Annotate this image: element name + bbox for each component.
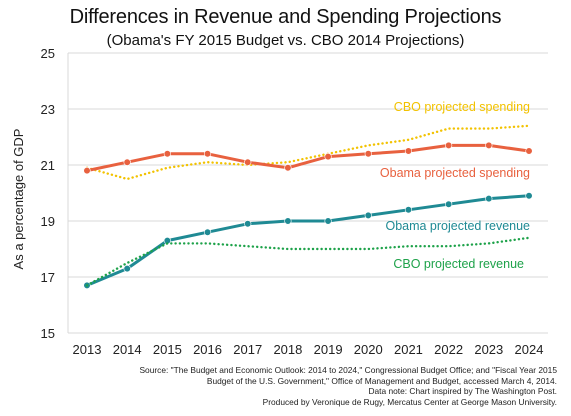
y-axis-label: As a percentage of GDP — [11, 129, 26, 270]
obama-projected-spending-point — [404, 147, 413, 155]
x-tick-label: 2023 — [474, 342, 503, 357]
source-line: Budget of the U.S. Government," Office o… — [206, 375, 557, 386]
x-tick-label: 2015 — [153, 342, 182, 357]
chart-title: Differences in Revenue and Spending Proj… — [69, 6, 502, 28]
obama-projected-spending-point — [445, 141, 453, 149]
obama-projected-revenue-point — [123, 265, 131, 273]
chart-subtitle: (Obama's FY 2015 Budget vs. CBO 2014 Pro… — [106, 32, 465, 49]
cbo-projected-spending-line — [85, 124, 531, 181]
x-tick-label: 2021 — [394, 342, 423, 357]
y-tick-label: 19 — [41, 214, 55, 229]
obama-projected-revenue-point — [445, 200, 453, 208]
obama-projected-revenue-point — [485, 195, 493, 203]
obama-projected-revenue-point — [525, 192, 533, 200]
y-tick-label: 15 — [41, 326, 55, 341]
y-tick-label: 21 — [41, 158, 55, 173]
cbo-projected-revenue-label: CBO projected revenue — [393, 257, 524, 271]
series-labels: CBO projected spending Obama projected sp… — [380, 100, 530, 271]
source-line: Produced by Veronique de Rugy, Mercatus … — [262, 396, 557, 407]
x-tick-label: 2013 — [73, 342, 102, 357]
x-tick-label: 2014 — [113, 342, 142, 357]
obama-projected-revenue-point — [364, 211, 372, 219]
source-note: Source: "The Budget and Economic Outlook… — [37, 365, 557, 407]
x-tick-label: 2022 — [434, 342, 463, 357]
obama-projected-spending-point — [163, 150, 171, 158]
obama-projected-spending-point — [244, 158, 252, 166]
obama-projected-revenue-point — [284, 217, 292, 225]
obama-projected-revenue-label: Obama projected revenue — [385, 219, 530, 233]
series-group — [83, 124, 533, 290]
source-line: Source: "The Budget and Economic Outlook… — [139, 365, 557, 375]
x-tick-label: 2020 — [354, 342, 383, 357]
obama-projected-spending-point — [324, 153, 332, 161]
source-line: Data note: Chart inspired by The Washing… — [368, 386, 557, 397]
y-tick-label: 17 — [41, 270, 55, 285]
x-tick-label: 2019 — [314, 342, 343, 357]
x-tick-label: 2024 — [515, 342, 544, 357]
x-tick-label: 2018 — [273, 342, 302, 357]
x-tick-label: 2017 — [233, 342, 262, 357]
obama-projected-revenue-line — [85, 194, 531, 287]
x-axis-ticks: 2013 2014 2015 2016 2017 2018 2019 2020 2021 2022… — [73, 342, 544, 357]
obama-projected-spending-line — [85, 143, 531, 173]
obama-projected-revenue-point — [244, 220, 252, 228]
obama-projected-spending-point — [83, 167, 91, 175]
obama-projected-spending-point — [123, 158, 131, 166]
obama-projected-spending-point — [525, 147, 533, 155]
x-tick-label: 2016 — [193, 342, 222, 357]
y-tick-label: 25 — [41, 46, 55, 61]
obama-projected-spending-point — [364, 150, 372, 158]
obama-projected-spending-point — [485, 141, 493, 149]
y-axis-ticks: 15 17 19 21 23 25 — [41, 46, 55, 341]
obama-projected-spending-point — [203, 150, 212, 158]
obama-projected-revenue-point — [404, 206, 413, 214]
gridlines — [67, 52, 548, 334]
obama-projected-revenue-point — [203, 228, 212, 236]
obama-projected-revenue-point — [324, 217, 332, 225]
obama-projected-spending-point — [284, 164, 292, 172]
obama-projected-spending-label: Obama projected spending — [380, 166, 530, 180]
cbo-projected-spending-label: CBO projected spending — [394, 100, 530, 114]
cbo-projected-revenue-line — [85, 236, 531, 287]
y-tick-label: 23 — [41, 102, 55, 117]
